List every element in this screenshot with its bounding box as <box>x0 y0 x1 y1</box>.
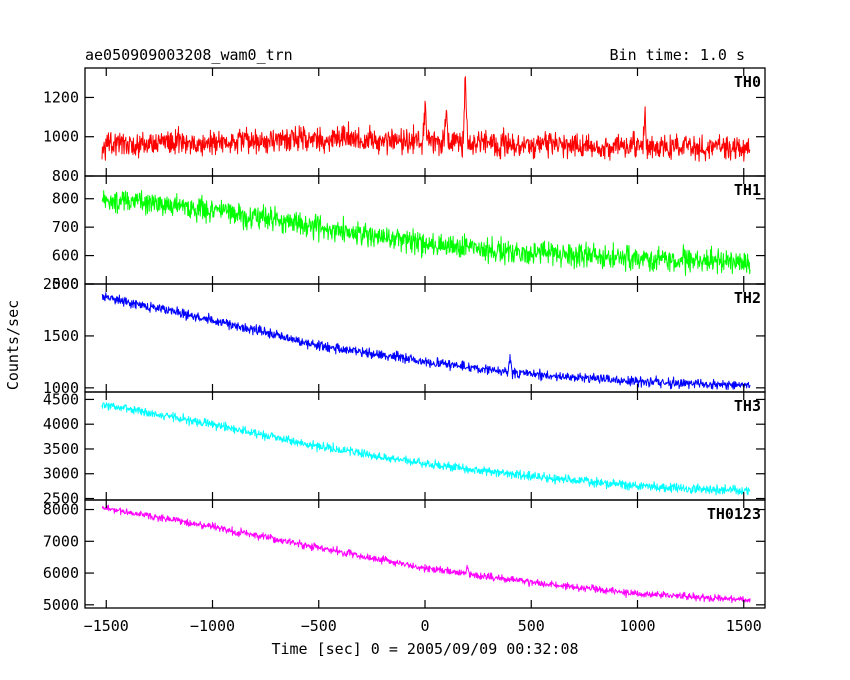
y-tick-label: 2500 <box>43 490 79 508</box>
series-line-th1 <box>101 190 751 276</box>
y-tick-label: 7000 <box>43 532 79 550</box>
panel-label-th3: TH3 <box>734 397 761 415</box>
panel-label-th0123: TH0123 <box>707 505 761 523</box>
y-tick-label: 1000 <box>43 128 79 146</box>
x-axis: −1500 −1000 −500 0 500 1000 1500 <box>84 617 762 635</box>
panel-th2: 1000 1500 2000 TH2 <box>43 275 766 397</box>
y-tick-label: 4500 <box>43 390 79 408</box>
y-tick-label: 1000 <box>43 379 79 397</box>
y-tick-label: 1500 <box>43 327 79 345</box>
x-tick-label: 500 <box>518 617 545 635</box>
panel-th3: 2500 3000 3500 4000 4500 TH3 <box>43 390 766 508</box>
panels-group: 800 1000 1200 TH0 500 600 700 800 TH1 1000 1500 200… <box>43 67 766 614</box>
y-tick-label: 1200 <box>43 88 79 106</box>
panel-label-th1: TH1 <box>734 181 761 199</box>
x-tick-label: 0 <box>420 617 429 635</box>
x-tick-label: −1500 <box>84 617 129 635</box>
series-line-th0123 <box>101 504 751 604</box>
panel-th0: 800 1000 1200 TH0 <box>43 67 766 185</box>
y-tick-label: 500 <box>52 275 79 293</box>
series-line-th2 <box>101 292 751 390</box>
y-tick-label: 2000 <box>43 275 79 293</box>
x-tick-label: −1000 <box>190 617 235 635</box>
series-line-th0 <box>101 76 751 162</box>
panel-frame <box>84 175 766 285</box>
bin-time-label: Bin time: 1.0 s <box>610 46 745 64</box>
y-axis-label: Counts/sec <box>4 300 22 390</box>
y-tick-label: 800 <box>52 190 79 208</box>
y-tick-label: 3500 <box>43 440 79 458</box>
y-tick-label: 700 <box>52 218 79 236</box>
series-line-th3 <box>101 402 751 496</box>
x-axis-label: Time [sec] 0 = 2005/09/09 00:32:08 <box>271 640 578 658</box>
y-tick-label: 600 <box>52 247 79 265</box>
chart-title: ae050909003208_wam0_trn <box>85 46 293 64</box>
y-tick-label: 800 <box>52 167 79 185</box>
panel-th1: 500 600 700 800 TH1 <box>52 175 766 293</box>
y-tick-label: 8000 <box>43 501 79 519</box>
panel-frame <box>84 283 766 393</box>
y-tick-label: 4000 <box>43 415 79 433</box>
panel-th0123: 5000 6000 7000 8000 TH0123 <box>43 499 766 614</box>
y-tick-label: 5000 <box>43 596 79 614</box>
x-tick-label: −500 <box>301 617 337 635</box>
x-tick-label: 1500 <box>726 617 762 635</box>
y-tick-label: 6000 <box>43 564 79 582</box>
x-tick-label: 1000 <box>619 617 655 635</box>
panel-label-th2: TH2 <box>734 289 761 307</box>
panel-label-th0: TH0 <box>734 73 761 91</box>
y-tick-label: 3000 <box>43 465 79 483</box>
